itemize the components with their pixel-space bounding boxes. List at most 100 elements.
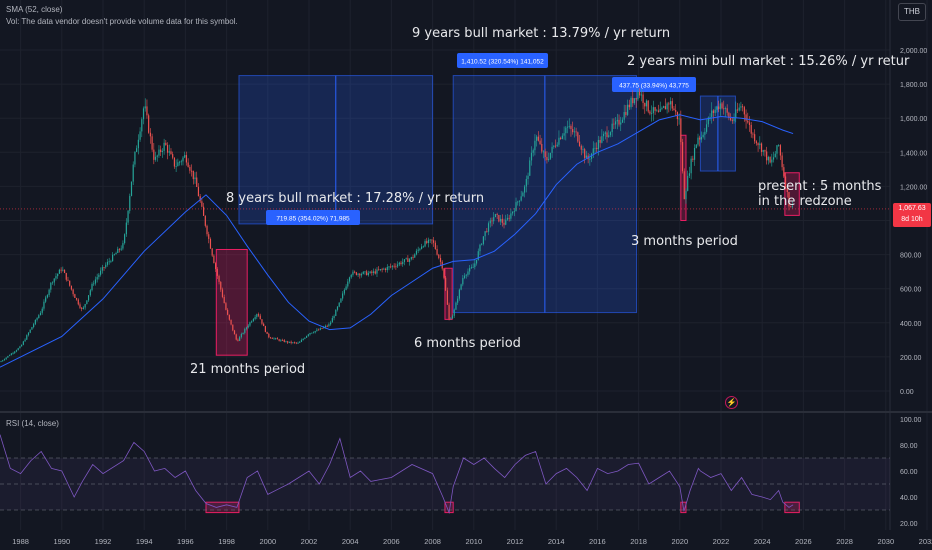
- candle-body: [692, 158, 694, 160]
- candle-body: [293, 342, 296, 344]
- candle-body: [687, 175, 689, 191]
- candle-body: [450, 318, 452, 320]
- candle-body: [264, 326, 266, 332]
- candle-body: [366, 271, 368, 276]
- candle-body: [55, 276, 57, 279]
- candle-body: [589, 158, 591, 160]
- candle-body: [189, 166, 191, 171]
- candle-body: [328, 324, 330, 327]
- candle-body: [548, 158, 550, 161]
- candle-body: [98, 274, 100, 278]
- time-tick-label: 2016: [589, 537, 606, 546]
- candle-body: [218, 275, 220, 282]
- price-tick-label: 1,600.00: [900, 116, 927, 123]
- candle-body: [448, 304, 450, 320]
- candle-body: [33, 324, 35, 328]
- candle-body: [724, 108, 727, 110]
- candle-body: [573, 131, 575, 133]
- candle-body: [249, 322, 251, 326]
- candle-body: [117, 248, 119, 253]
- candle-body: [180, 161, 182, 163]
- candle-body: [319, 328, 321, 330]
- candle-body: [29, 329, 31, 333]
- candle-body: [438, 254, 440, 259]
- candle-body: [232, 324, 234, 331]
- candle-body: [287, 341, 289, 343]
- candle-body: [536, 136, 538, 141]
- candle-body: [19, 346, 21, 349]
- candle-body: [469, 268, 471, 272]
- candle-body: [426, 241, 428, 244]
- candle-body: [326, 325, 328, 327]
- candle-body: [3, 359, 6, 361]
- candle-body: [649, 111, 651, 114]
- candle-body: [168, 151, 170, 153]
- candle-body: [130, 181, 133, 196]
- candle-body: [299, 341, 301, 343]
- candle-body: [433, 240, 435, 243]
- flash-icon[interactable]: ⚡: [725, 396, 738, 409]
- candle-body: [412, 257, 414, 258]
- candle-body: [707, 117, 709, 125]
- redzone-box: [215, 248, 248, 356]
- candle-body: [359, 273, 361, 276]
- candle-body: [194, 177, 196, 180]
- time-tick-label: 2014: [548, 537, 565, 546]
- candle-body: [43, 301, 45, 309]
- candle-body: [103, 267, 105, 268]
- candle-body: [786, 188, 788, 193]
- candle-body: [582, 149, 584, 151]
- candle-body: [115, 252, 117, 255]
- time-tick-label: 2024: [754, 537, 771, 546]
- candle-body: [790, 206, 792, 208]
- candle-body: [136, 148, 138, 152]
- currency-button[interactable]: THB: [898, 3, 926, 21]
- candle-body: [742, 106, 744, 108]
- candle-body: [499, 218, 502, 222]
- candle-body: [142, 108, 145, 120]
- time-tick-label: 2010: [465, 537, 482, 546]
- candle-body: [669, 101, 672, 105]
- candle-body: [467, 271, 469, 275]
- period-6-label: 6 months period: [414, 336, 521, 351]
- candle-body: [259, 315, 261, 320]
- candle-body: [791, 205, 794, 208]
- price-tick-label: 1,200.00: [900, 184, 927, 191]
- candle-body: [427, 239, 430, 244]
- candle-body: [640, 94, 642, 96]
- candle-body: [87, 295, 90, 301]
- candle-body: [553, 145, 555, 147]
- candle-body: [585, 155, 588, 158]
- candle-body: [247, 325, 249, 328]
- candle-body: [410, 257, 412, 260]
- candle-body: [369, 271, 371, 274]
- candle-body: [278, 339, 280, 341]
- candle-body: [460, 284, 462, 290]
- candle-body: [386, 267, 388, 271]
- time-tick-label: 2028: [836, 537, 853, 546]
- redzone-box: [680, 134, 687, 221]
- candle-body: [627, 104, 629, 115]
- candle-body: [530, 152, 533, 161]
- candle-body: [216, 269, 218, 276]
- candle-body: [400, 262, 402, 265]
- candle-body: [695, 144, 697, 148]
- candle-body: [86, 300, 88, 305]
- candle-body: [520, 196, 522, 201]
- candle-body: [673, 108, 675, 111]
- time-tick-label: 2002: [301, 537, 318, 546]
- candle-body: [681, 142, 684, 172]
- candle-body: [551, 146, 553, 153]
- candle-body: [743, 107, 745, 115]
- candle-body: [281, 340, 284, 341]
- candle-body: [371, 271, 373, 273]
- candle-body: [664, 106, 666, 110]
- candle-body: [290, 341, 292, 343]
- candle-body: [381, 269, 383, 270]
- candle-body: [474, 263, 476, 268]
- candle-body: [362, 271, 364, 274]
- candle-body: [376, 269, 378, 274]
- rsi-legend: RSI (14, close): [6, 419, 59, 428]
- candle-body: [50, 282, 52, 290]
